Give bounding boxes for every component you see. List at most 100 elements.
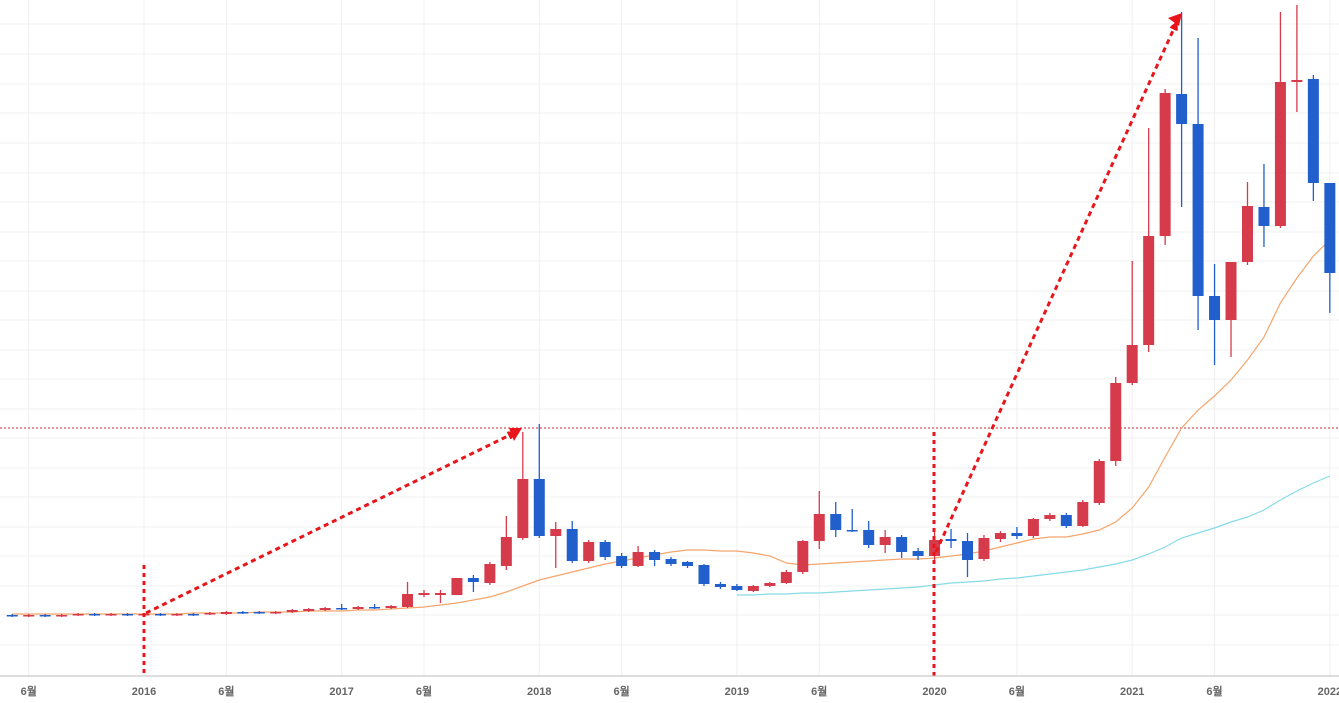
candle-body xyxy=(698,565,710,584)
candle-body xyxy=(665,559,677,564)
x-tick-label: 6월 xyxy=(614,684,630,698)
candle-body xyxy=(1274,82,1286,226)
x-axis-labels: 6월 2016 6월 2017 6월 2018 6월 2019 6월 2020 6월 2021 6월 20… xyxy=(21,684,1339,698)
x-tick-label: 2018 xyxy=(527,686,551,698)
candle-body xyxy=(56,615,68,617)
candle-body xyxy=(1324,183,1336,273)
candle-body xyxy=(270,612,282,614)
candle-body xyxy=(1225,262,1237,320)
candle-body xyxy=(994,533,1006,539)
candle-body xyxy=(632,552,644,566)
candle-body xyxy=(154,614,166,616)
candle-body xyxy=(467,578,479,582)
grid xyxy=(0,0,1339,676)
candle-body xyxy=(797,541,809,572)
candle-body xyxy=(187,614,199,616)
candle-body xyxy=(237,612,249,614)
candle-body xyxy=(1126,345,1138,383)
candle-body xyxy=(105,614,117,616)
x-tick-label: 2017 xyxy=(329,686,353,698)
candle-body xyxy=(945,539,957,541)
arrow-head xyxy=(509,428,522,441)
candle-body xyxy=(599,542,611,557)
candle-body xyxy=(912,551,924,556)
candle-body xyxy=(533,479,545,536)
candle-body xyxy=(1291,80,1303,82)
candle-body xyxy=(714,584,726,587)
candle-body xyxy=(1093,461,1105,503)
candle-body xyxy=(6,615,18,617)
candle-body xyxy=(303,609,315,611)
candle-body xyxy=(451,578,463,595)
candle-body xyxy=(336,608,348,610)
moving-average-line xyxy=(736,475,1331,596)
candle-body xyxy=(434,593,446,595)
x-tick-label: 6월 xyxy=(416,684,432,698)
candle-body xyxy=(1176,94,1188,124)
candle-body xyxy=(122,614,134,616)
candle-body xyxy=(500,537,512,566)
candle-body xyxy=(896,537,908,552)
candle-body xyxy=(566,529,578,561)
arrow-head xyxy=(1168,13,1182,26)
x-tick-label: 2020 xyxy=(922,686,946,698)
candle-body xyxy=(484,564,496,583)
candle-body xyxy=(1011,533,1023,536)
candle-body xyxy=(1241,206,1253,262)
candle-body xyxy=(813,514,825,541)
candle-body xyxy=(385,606,397,608)
candle-body xyxy=(204,613,216,615)
x-tick-label: 2022 xyxy=(1318,686,1339,698)
annotations xyxy=(142,13,1182,676)
candle-body xyxy=(1307,79,1319,183)
trend-arrow xyxy=(934,24,1176,553)
candle-body xyxy=(1027,519,1039,536)
candle-body xyxy=(1060,515,1072,526)
candle-body xyxy=(220,612,232,614)
candle-body xyxy=(369,607,381,609)
x-tick-label: 6월 xyxy=(1206,684,1222,698)
candle-body xyxy=(72,614,84,616)
candle-body xyxy=(517,479,529,538)
candle-body xyxy=(1110,383,1122,461)
candle-body xyxy=(286,610,298,612)
candle-body xyxy=(1258,207,1270,226)
candle-body xyxy=(879,537,891,545)
candle-body xyxy=(682,562,694,566)
candle-body xyxy=(253,612,265,614)
x-tick-label: 6월 xyxy=(811,684,827,698)
candle-body xyxy=(764,583,776,586)
candle-body xyxy=(23,615,35,617)
candle-body xyxy=(731,586,743,590)
candle-body xyxy=(1143,236,1155,345)
candle-body xyxy=(550,529,562,536)
candle-body xyxy=(1044,515,1056,519)
candle-body xyxy=(171,614,183,616)
candle-body xyxy=(978,538,990,559)
candle-body xyxy=(1209,296,1221,320)
x-tick-label: 2019 xyxy=(725,686,749,698)
candle-body xyxy=(830,514,842,530)
x-tick-label: 2021 xyxy=(1120,686,1144,698)
candle-body xyxy=(319,608,331,610)
x-tick-label: 6월 xyxy=(1009,684,1025,698)
candle-body xyxy=(1159,93,1171,236)
candle-body xyxy=(780,572,792,583)
x-tick-label: 6월 xyxy=(21,684,37,698)
x-tick-label: 6월 xyxy=(218,684,234,698)
x-tick-label: 2016 xyxy=(132,686,156,698)
candle-body xyxy=(962,541,973,560)
candle-body xyxy=(747,586,759,591)
candle-body xyxy=(352,607,364,609)
plot xyxy=(0,5,1339,617)
candle-body xyxy=(39,615,51,617)
candle-body xyxy=(418,593,430,595)
candle-body xyxy=(89,614,101,616)
candle-body xyxy=(649,552,661,560)
candle-body xyxy=(863,530,875,545)
candle-body xyxy=(583,542,595,561)
candle-body xyxy=(846,530,858,532)
candle-body xyxy=(616,556,628,566)
candle-body xyxy=(1192,124,1204,296)
